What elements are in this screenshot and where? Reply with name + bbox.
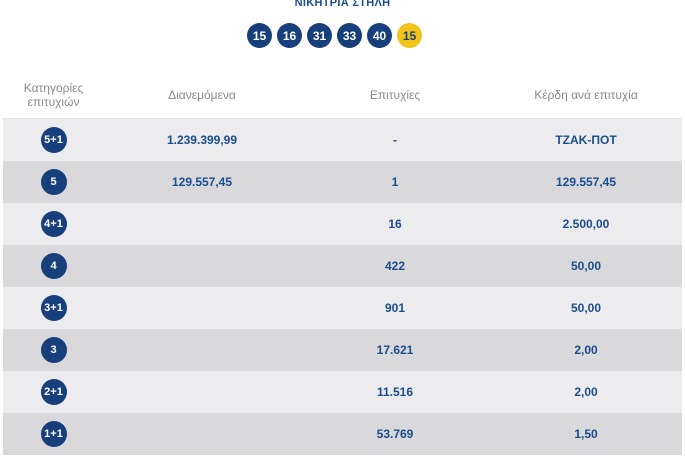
winning-number-ball: 40 <box>367 23 392 48</box>
category-badge: 1+1 <box>40 421 67 447</box>
category-badge: 5+1 <box>40 127 67 153</box>
category-badge: 5 <box>40 169 67 195</box>
column-header-winners: Επιτυχίες <box>369 87 421 102</box>
distributed-value <box>104 329 300 371</box>
winning-number-ball: 15 <box>247 23 272 48</box>
winners-value: 53.769 <box>376 427 414 441</box>
winners-value: 11.516 <box>376 385 414 399</box>
table-header: Κατηγορίες επιτυχιών Διανεμόμενα Επιτυχί… <box>3 71 682 119</box>
distributed-value <box>104 413 300 455</box>
winning-numbers: 15 16 31 33 40 15 <box>247 23 422 48</box>
category-badge: 4+1 <box>40 211 67 237</box>
winners-value: 1 <box>391 175 399 189</box>
category-badge: 2+1 <box>40 379 67 405</box>
winners-value: 901 <box>384 301 406 315</box>
prize-value: 50,00 <box>570 301 602 315</box>
prize-value: ΤΖΑΚ-ΠΟΤ <box>555 133 617 147</box>
distributed-value <box>104 371 300 413</box>
winners-value: 422 <box>384 259 406 273</box>
winners-value: 16 <box>388 217 402 231</box>
table-row: 3 17.621 2,00 <box>3 329 682 371</box>
category-badge: 3 <box>40 337 67 363</box>
distributed-value: 129.557,45 <box>171 175 233 189</box>
prize-value: 1,50 <box>574 427 598 441</box>
prize-value: 129.557,45 <box>555 175 617 189</box>
column-header-category: Κατηγορίες επιτυχιών <box>23 80 84 109</box>
winning-number-ball: 33 <box>337 23 362 48</box>
table-row: 3+1 901 50,00 <box>3 287 682 329</box>
distributed-value: 1.239.399,99 <box>166 133 238 147</box>
prize-value: 50,00 <box>570 259 602 273</box>
column-header-distributed: Διανεμόμενα <box>168 87 236 102</box>
prize-table: Κατηγορίες επιτυχιών Διανεμόμενα Επιτυχί… <box>3 71 682 455</box>
distributed-value <box>104 245 300 287</box>
winning-column-title: ΝΙΚΗΤΡΙΑ ΣΤΗΛΗ <box>294 0 391 9</box>
bonus-number-ball: 15 <box>397 23 422 48</box>
table-row: 5+1 1.239.399,99 - ΤΖΑΚ-ΠΟΤ <box>3 119 682 161</box>
table-row: 4+1 16 2.500,00 <box>3 203 682 245</box>
table-row: 1+1 53.769 1,50 <box>3 413 682 455</box>
table-row: 4 422 50,00 <box>3 245 682 287</box>
prize-value: 2,00 <box>574 343 598 357</box>
table-row: 2+1 11.516 2,00 <box>3 371 682 413</box>
winning-number-ball: 16 <box>277 23 302 48</box>
prize-value: 2.500,00 <box>562 217 610 231</box>
winners-value: - <box>393 133 397 147</box>
category-badge: 4 <box>40 253 67 279</box>
distributed-value <box>104 287 300 329</box>
column-header-prize: Κέρδη ανά επιτυχία <box>534 87 638 102</box>
prize-value: 2,00 <box>574 385 598 399</box>
category-badge: 3+1 <box>40 295 67 321</box>
winning-number-ball: 31 <box>307 23 332 48</box>
winners-value: 17.621 <box>376 343 414 357</box>
table-row: 5 129.557,45 1 129.557,45 <box>3 161 682 203</box>
distributed-value <box>104 203 300 245</box>
